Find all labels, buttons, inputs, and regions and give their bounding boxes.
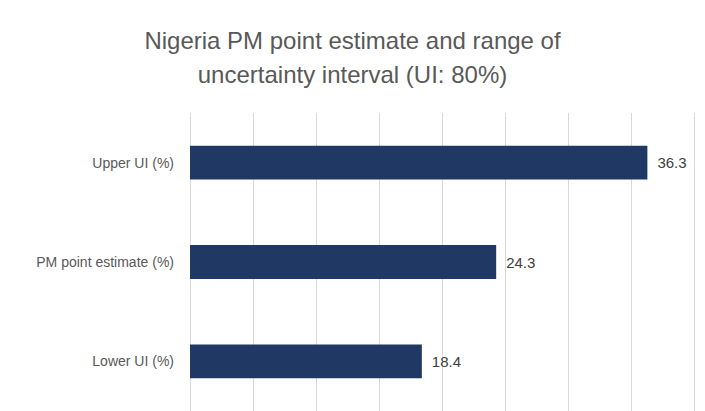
svg-text:Upper UI (%): Upper UI (%)	[92, 155, 174, 171]
svg-text:uncertainty interval (UI: 80%): uncertainty interval (UI: 80%)	[198, 61, 507, 88]
svg-text:Nigeria PM point estimate and: Nigeria PM point estimate and range of	[144, 27, 561, 54]
svg-text:Lower UI (%): Lower UI (%)	[92, 353, 174, 369]
svg-text:36.3: 36.3	[657, 154, 686, 171]
svg-text:24.3: 24.3	[506, 254, 535, 271]
svg-text:PM point estimate (%): PM point estimate (%)	[36, 254, 174, 270]
svg-text:18.4: 18.4	[432, 353, 461, 370]
